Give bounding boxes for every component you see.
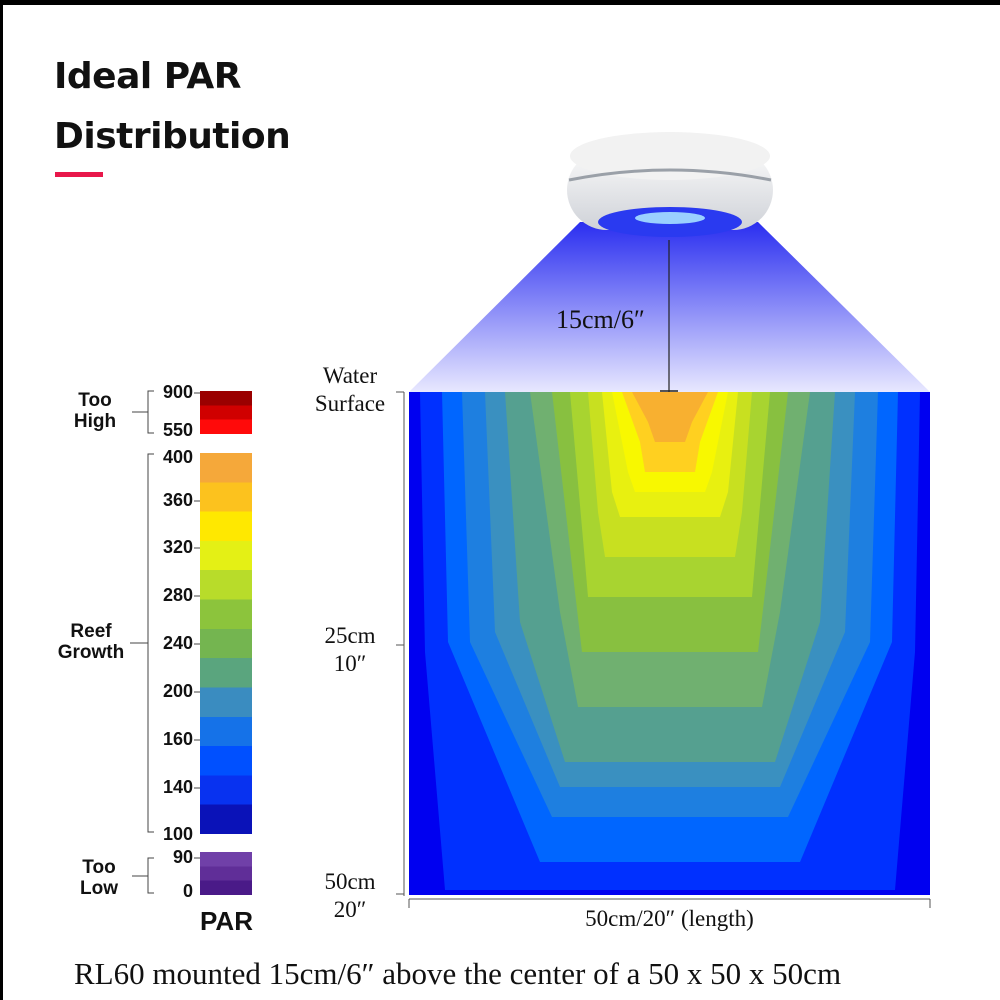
legend-tick-label: 550 [162,420,193,440]
legend-tick-label: 160 [162,729,193,749]
depth-cm: 50cm [324,869,376,894]
legend-tick-label: 90 [172,847,193,867]
depth-cm: 25cm [324,623,376,648]
depth-label-50: 50cm 20″ [310,868,390,924]
frame-border-top [0,0,1000,5]
colorbar-segment [200,852,252,895]
depth-in: 10″ [333,651,367,676]
page-title-line1: Ideal PAR [54,56,241,97]
label-line: Reef [70,621,112,642]
title-accent-bar [55,172,103,177]
legend-tick-label: 320 [162,537,193,557]
legend-tick-label: 140 [162,777,193,797]
page-title-line2: Distribution [54,116,291,157]
legend-tick-label: 280 [162,585,193,605]
length-label: 50cm/20″ (length) [585,906,754,931]
water-surface-label: Water Surface [300,362,400,418]
legend-tick-label: 400 [162,447,193,467]
legend-tick-label: 0 [182,881,193,901]
legend-brackets [130,390,200,894]
colorbar-segment [200,391,252,434]
legend-tick-label: 900 [162,382,193,402]
tank-axes [396,391,931,908]
label-line: Growth [57,642,125,663]
water-surface-label-line2: Surface [314,391,386,416]
label-line: Too [78,390,112,411]
reef-growth-label: Reef Growth [50,621,132,663]
legend-tick-label: 100 [162,824,193,844]
label-line: High [73,411,117,432]
legend-tick-label: 200 [162,681,193,701]
mount-height-label: 15cm/6″ [556,305,645,334]
depth-in: 20″ [333,897,367,922]
caption: RL60 mounted 15cm/6″ above the center of… [74,956,842,991]
depth-label-25: 25cm 10″ [310,622,390,678]
colorbar-segment [200,453,252,834]
lamp-top [570,132,770,180]
too-high-label: Too High [60,390,130,432]
par-unit-label: PAR [200,906,253,936]
frame-border-left [0,0,3,1000]
water-surface-label-line1: Water [322,363,378,388]
legend-tick-label: 240 [162,633,193,653]
legend-tick-label: 360 [162,490,193,510]
par-heatmap [409,392,930,895]
label-line: Low [80,878,118,899]
too-low-label: Too Low [64,857,134,899]
heatmap-band [632,392,708,442]
label-line: Too [82,857,116,878]
